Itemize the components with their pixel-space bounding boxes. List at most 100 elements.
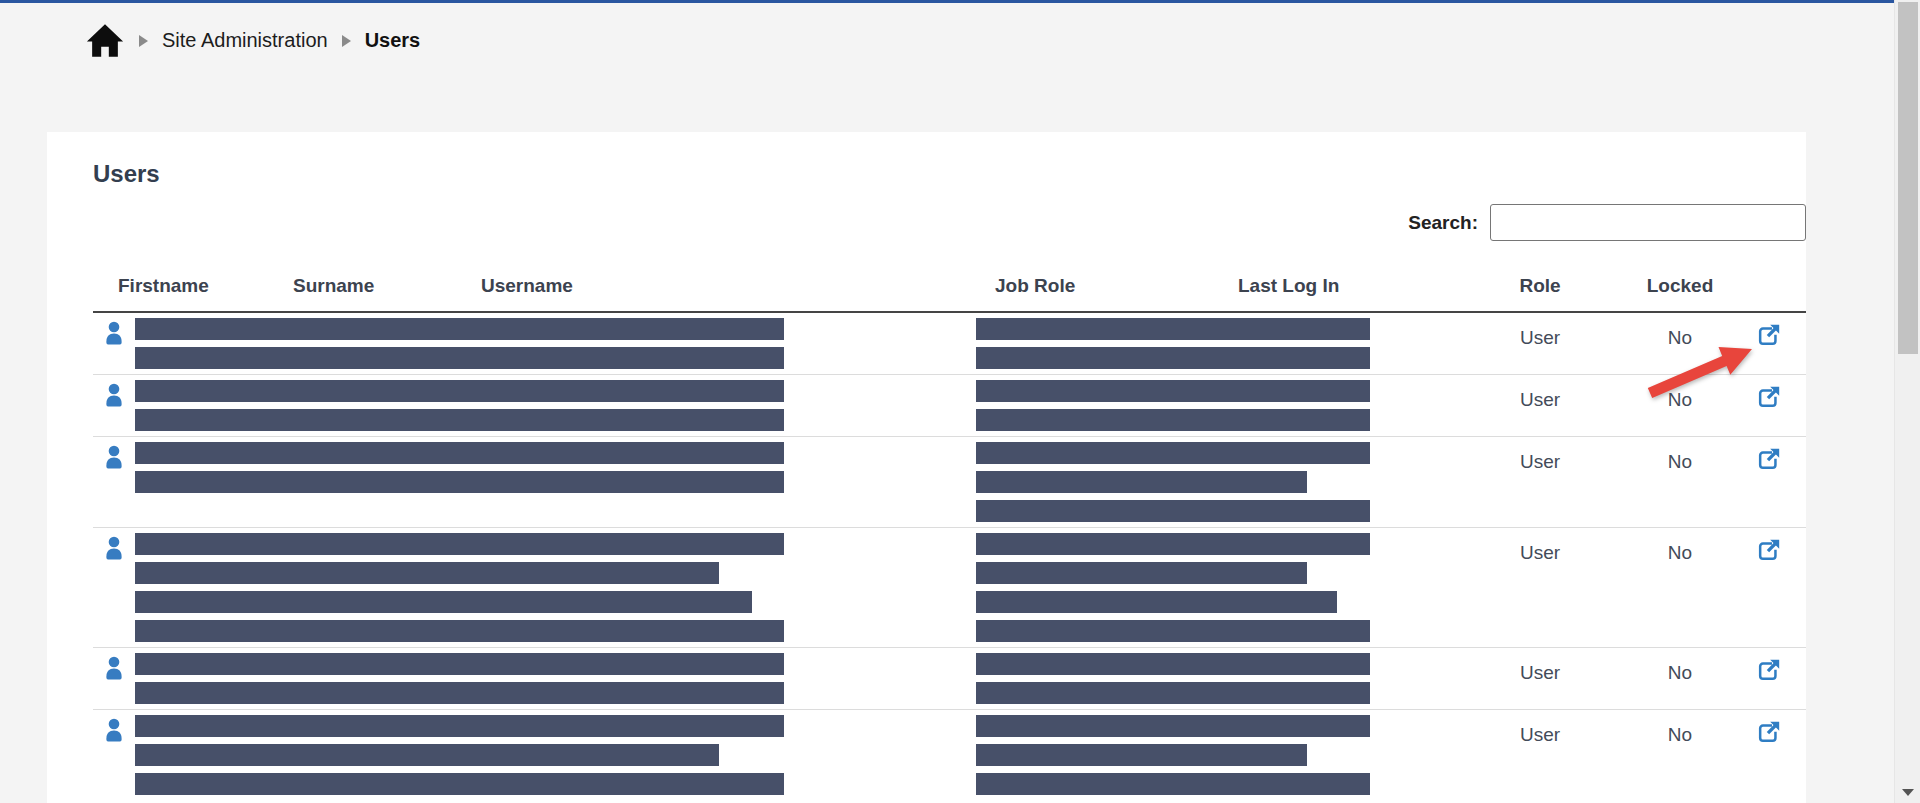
redacted-text-bar bbox=[976, 380, 1370, 402]
user-icon bbox=[104, 536, 124, 561]
redacted-text-bar bbox=[135, 653, 784, 675]
name-redaction-cell bbox=[135, 318, 976, 369]
open-user-button[interactable] bbox=[1756, 447, 1781, 472]
column-header-locked[interactable]: Locked bbox=[1630, 275, 1730, 297]
redacted-text-bar bbox=[976, 442, 1370, 464]
redacted-text-bar bbox=[976, 591, 1337, 613]
redacted-text-bar bbox=[976, 533, 1370, 555]
user-icon bbox=[104, 718, 124, 743]
locked-value: No bbox=[1630, 442, 1730, 522]
name-redaction-cell bbox=[135, 442, 976, 522]
name-redaction-cell bbox=[135, 380, 976, 431]
scroll-down-button[interactable] bbox=[1895, 783, 1920, 801]
open-user-button[interactable] bbox=[1756, 538, 1781, 563]
table-row: User No bbox=[93, 313, 1806, 375]
row-avatar-cell bbox=[93, 533, 135, 642]
locked-value: No bbox=[1630, 533, 1730, 642]
redacted-text-bar bbox=[976, 715, 1370, 737]
locked-value: No bbox=[1630, 653, 1730, 704]
home-icon[interactable] bbox=[85, 22, 125, 59]
user-icon bbox=[104, 321, 124, 346]
job-redaction-cell bbox=[976, 318, 1450, 369]
locked-value: No bbox=[1630, 380, 1730, 431]
redacted-text-bar bbox=[976, 409, 1370, 431]
external-link-icon bbox=[1756, 538, 1781, 563]
column-header-username[interactable]: Username bbox=[481, 275, 573, 297]
redacted-text-bar bbox=[976, 500, 1370, 522]
redacted-text-bar bbox=[135, 318, 784, 340]
table-row: User No bbox=[93, 437, 1806, 528]
redacted-text-bar bbox=[976, 347, 1370, 369]
user-icon bbox=[104, 383, 124, 408]
users-table-body: User No User No bbox=[93, 313, 1806, 800]
vertical-scrollbar[interactable] bbox=[1894, 0, 1920, 803]
redacted-text-bar bbox=[135, 744, 719, 766]
job-redaction-cell bbox=[976, 653, 1450, 704]
page-title: Users bbox=[93, 160, 1806, 188]
breadcrumb-site-administration[interactable]: Site Administration bbox=[162, 29, 328, 52]
redacted-text-bar bbox=[976, 653, 1370, 675]
redacted-text-bar bbox=[135, 347, 784, 369]
role-value: User bbox=[1450, 715, 1630, 795]
open-user-button[interactable] bbox=[1756, 323, 1781, 348]
job-redaction-cell bbox=[976, 533, 1450, 642]
row-action-cell bbox=[1730, 715, 1806, 795]
breadcrumb: Site Administration Users bbox=[85, 22, 420, 59]
external-link-icon bbox=[1756, 323, 1781, 348]
external-link-icon bbox=[1756, 658, 1781, 683]
users-card: Users Search: Firstname Surname Username… bbox=[47, 132, 1806, 803]
redacted-text-bar bbox=[135, 620, 784, 642]
table-row: User No bbox=[93, 710, 1806, 800]
users-table-header: Firstname Surname Username Job Role Last… bbox=[93, 253, 1806, 313]
chevron-down-icon bbox=[1902, 789, 1914, 796]
redacted-text-bar bbox=[135, 380, 784, 402]
role-value: User bbox=[1450, 442, 1630, 522]
column-header-role[interactable]: Role bbox=[1450, 275, 1630, 297]
chevron-right-icon bbox=[139, 29, 148, 52]
top-accent-line bbox=[0, 0, 1894, 3]
scrollbar-thumb[interactable] bbox=[1898, 2, 1918, 354]
page-content: Site Administration Users Users Search: … bbox=[0, 0, 1894, 803]
redacted-text-bar bbox=[976, 318, 1370, 340]
job-redaction-cell bbox=[976, 380, 1450, 431]
job-redaction-cell bbox=[976, 442, 1450, 522]
row-action-cell bbox=[1730, 442, 1806, 522]
external-link-icon bbox=[1756, 385, 1781, 410]
open-user-button[interactable] bbox=[1756, 720, 1781, 745]
user-icon bbox=[104, 656, 124, 681]
redacted-text-bar bbox=[135, 682, 784, 704]
breadcrumb-users: Users bbox=[365, 29, 421, 52]
locked-value: No bbox=[1630, 318, 1730, 369]
search-input[interactable] bbox=[1490, 204, 1806, 241]
table-row: User No bbox=[93, 648, 1806, 710]
role-value: User bbox=[1450, 533, 1630, 642]
external-link-icon bbox=[1756, 720, 1781, 745]
open-user-button[interactable] bbox=[1756, 385, 1781, 410]
redacted-text-bar bbox=[135, 409, 784, 431]
redacted-text-bar bbox=[135, 442, 784, 464]
column-header-job-role[interactable]: Job Role bbox=[995, 275, 1075, 297]
row-action-cell bbox=[1730, 533, 1806, 642]
row-action-cell bbox=[1730, 380, 1806, 431]
chevron-right-icon bbox=[342, 29, 351, 52]
row-action-cell bbox=[1730, 653, 1806, 704]
name-redaction-cell bbox=[135, 533, 976, 642]
search-row: Search: bbox=[93, 204, 1806, 241]
name-redaction-cell bbox=[135, 653, 976, 704]
redacted-text-bar bbox=[135, 471, 784, 493]
column-header-surname[interactable]: Surname bbox=[293, 275, 374, 297]
table-row: User No bbox=[93, 375, 1806, 437]
search-label: Search: bbox=[1408, 212, 1478, 234]
role-value: User bbox=[1450, 318, 1630, 369]
redacted-text-bar bbox=[976, 471, 1307, 493]
user-icon bbox=[104, 445, 124, 470]
open-user-button[interactable] bbox=[1756, 658, 1781, 683]
redacted-text-bar bbox=[976, 682, 1370, 704]
job-redaction-cell bbox=[976, 715, 1450, 795]
redacted-text-bar bbox=[976, 620, 1370, 642]
locked-value: No bbox=[1630, 715, 1730, 795]
row-avatar-cell bbox=[93, 318, 135, 369]
app-window: Site Administration Users Users Search: … bbox=[0, 0, 1920, 803]
column-header-last-log-in[interactable]: Last Log In bbox=[1238, 275, 1339, 297]
column-header-firstname[interactable]: Firstname bbox=[118, 275, 209, 297]
